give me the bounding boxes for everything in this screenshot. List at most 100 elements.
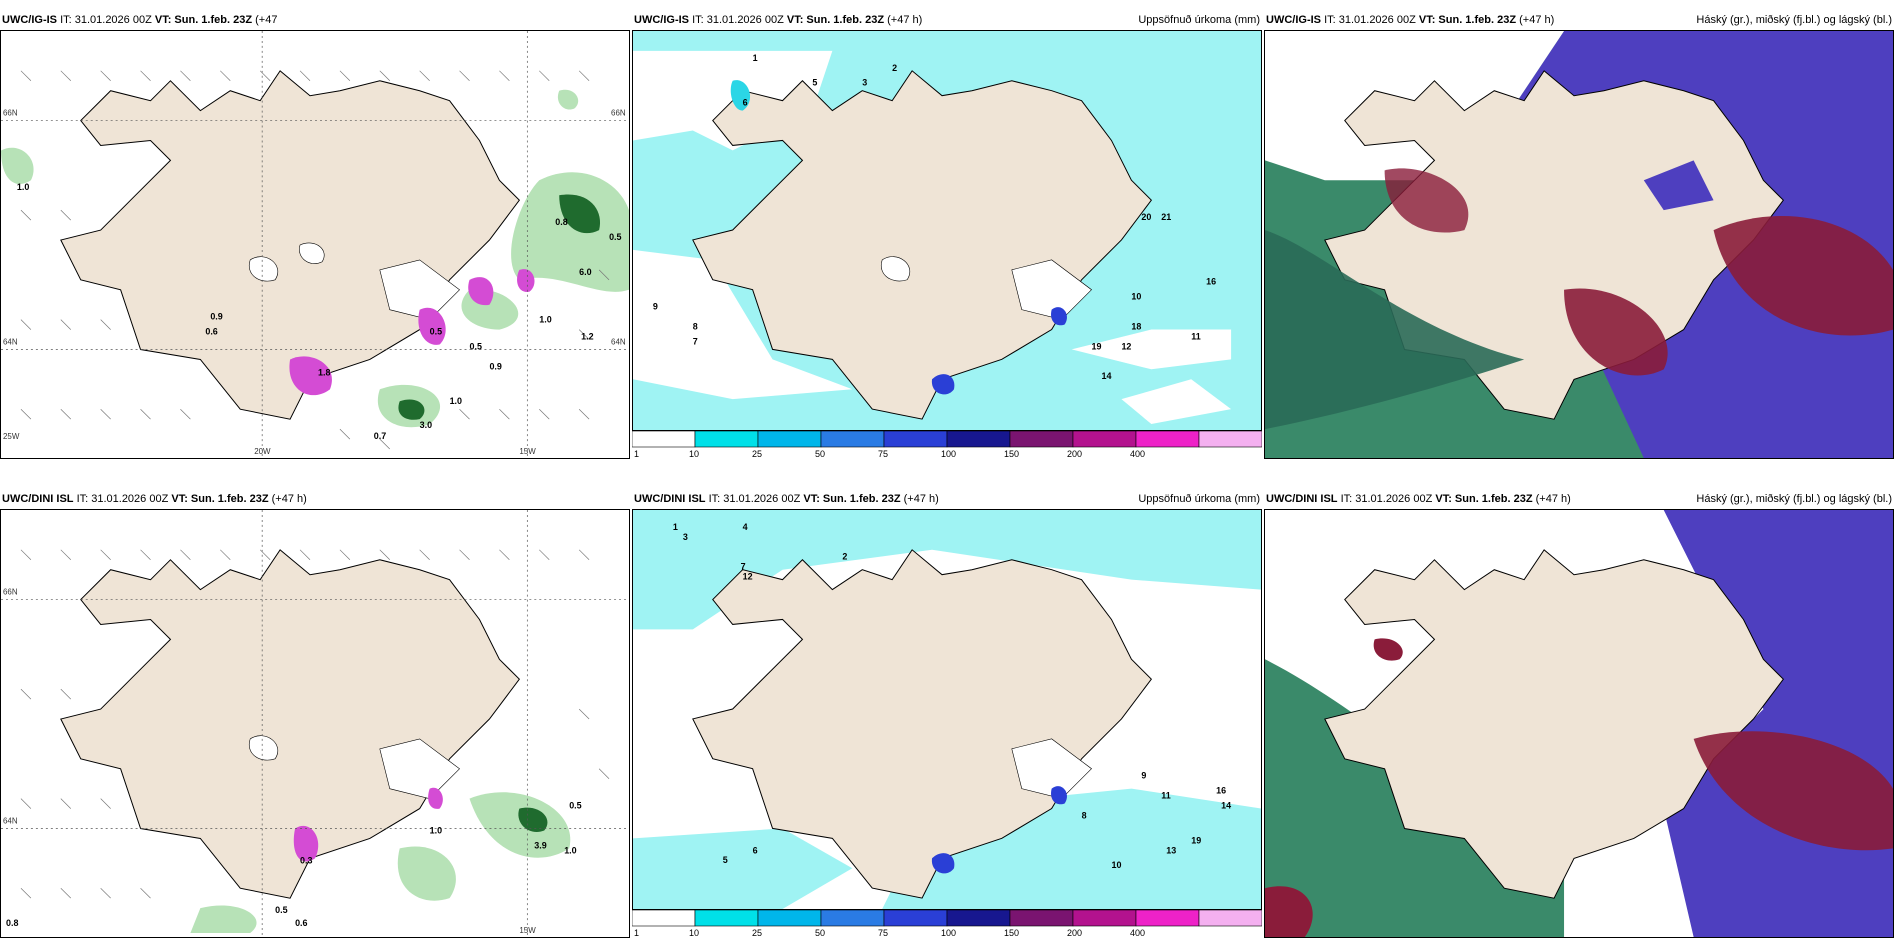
- precip-map-igis: 1 2 3 5 6 7 8 9 10 11 12 14 16 18 19 20 …: [632, 30, 1262, 431]
- colorbar-tick-label: 10: [689, 449, 699, 459]
- axis-lon20: 20W: [254, 447, 271, 456]
- cloud-panel-title-igis: UWC/IG-IS IT: 31.01.2026 00Z VT: Sun. 1.…: [1266, 14, 1555, 26]
- precip-label: 0.9: [210, 312, 222, 322]
- colorbar-tick-label: 200: [1067, 449, 1082, 459]
- precip-number: 19: [1092, 341, 1102, 351]
- precip-label: 0.5: [569, 801, 581, 811]
- precip-label: 0.7: [374, 431, 386, 441]
- axis-lat66: 66N: [3, 588, 18, 597]
- axis-lat64-right: 64N: [611, 338, 626, 347]
- precip-label: 0.6: [205, 327, 217, 337]
- precip-number: 11: [1161, 791, 1170, 801]
- precip-number: 11: [1191, 331, 1200, 341]
- precip-unit-label: Uppsöfnuð úrkoma (mm): [1138, 14, 1260, 26]
- precip-label: 0.8: [6, 918, 18, 928]
- precip-colorbar: 1 10 25 50 75 100 150 200 400: [632, 431, 1262, 459]
- precip-number: 5: [812, 78, 817, 88]
- precip-number: 3: [683, 532, 688, 542]
- precip-number: 9: [1141, 771, 1146, 781]
- iceland-land-precip-2: [692, 549, 1153, 899]
- precip-label: 0.8: [555, 217, 567, 227]
- wind-map-svg-igis: 66N 64N 66N 64N 20W 15W 25W 1.0 0.9 0.6 …: [1, 31, 629, 458]
- precip-number: 1: [673, 522, 678, 532]
- wind-panel-title-igis: UWC/IG-IS IT: 31.01.2026 00Z VT: Sun. 1.…: [2, 14, 278, 26]
- precip-number: 12: [1121, 341, 1131, 351]
- axis-lat66-right: 66N: [611, 109, 626, 118]
- colorbar-tick-label: 400: [1130, 449, 1145, 459]
- colorbar-tick-label: 50: [815, 449, 825, 459]
- colorbar-swatch: [694, 910, 759, 927]
- precip-number: 8: [693, 322, 698, 332]
- precip-label: 1.0: [450, 396, 462, 406]
- colorbar-tick-label: 150: [1004, 449, 1019, 459]
- precip-number: 16: [1216, 786, 1226, 796]
- precip-number: 5: [723, 855, 728, 865]
- colorbar-swatch: [757, 910, 822, 927]
- colorbar-swatch: [632, 431, 696, 448]
- colorbar-tick-label: 75: [878, 928, 888, 938]
- colorbar-swatch: [1009, 431, 1074, 448]
- cloud-panel-igis: UWC/IG-IS IT: 31.01.2026 00Z VT: Sun. 1.…: [1264, 12, 1894, 459]
- precip-panel-title-dini: UWC/DINI ISL IT: 31.01.2026 00Z VT: Sun.…: [634, 493, 939, 505]
- precip-number: 21: [1161, 212, 1171, 222]
- precip-number: 1: [753, 53, 758, 63]
- colorbar-swatch: [883, 910, 948, 927]
- precip-label: 0.5: [470, 342, 482, 352]
- colorbar-tick-label: 100: [941, 928, 956, 938]
- colorbar-swatch: [883, 431, 948, 448]
- colorbar-tick-label: 150: [1004, 928, 1019, 938]
- precip-label: 1.8: [318, 367, 330, 377]
- precip-number: 12: [743, 572, 753, 582]
- colorbar-swatch: [820, 910, 885, 927]
- precip-number: 7: [741, 562, 746, 572]
- precip-number: 4: [743, 522, 748, 532]
- colorbar-tick-label: 1: [634, 928, 639, 938]
- iceland-land-wind-1: [60, 70, 521, 420]
- colorbar-tick-label: 75: [878, 449, 888, 459]
- wind-map-dini: 66N 64N 15W 0.5 1.0 3.9 0.5 0.6 0.8 0.3 …: [0, 509, 630, 938]
- precip-panel-dini: UWC/DINI ISL IT: 31.01.2026 00Z VT: Sun.…: [632, 491, 1262, 938]
- axis-lat64: 64N: [3, 817, 18, 826]
- precip-number: 9: [653, 302, 658, 312]
- colorbar-swatch: [1009, 910, 1074, 927]
- precip-label: 1.0: [539, 315, 551, 325]
- precip-number: 14: [1102, 371, 1112, 381]
- precip-number: 18: [1131, 322, 1141, 332]
- cloud-panel-dini: UWC/DINI ISL IT: 31.01.2026 00Z VT: Sun.…: [1264, 491, 1894, 938]
- precip-label: 6.0: [579, 267, 591, 277]
- precip-number: 19: [1191, 835, 1201, 845]
- precip-label: 0.5: [275, 905, 287, 915]
- precip-number: 2: [892, 63, 897, 73]
- precip-label: 3.0: [420, 420, 432, 430]
- axis-lon25: 25W: [3, 432, 20, 441]
- wind-panel-igis: UWC/IG-IS IT: 31.01.2026 00Z VT: Sun. 1.…: [0, 12, 630, 459]
- colorbar-tick-label: 100: [941, 449, 956, 459]
- precip-number: 10: [1111, 860, 1121, 870]
- precip-panel-igis: UWC/IG-IS IT: 31.01.2026 00Z VT: Sun. 1.…: [632, 12, 1262, 459]
- cloud-map-dini: [1264, 509, 1894, 938]
- colorbar-swatch: [632, 910, 696, 927]
- colorbar-swatch: [946, 431, 1011, 448]
- precip-label: 3.9: [534, 840, 546, 850]
- precip-label: 0.5: [609, 232, 621, 242]
- precip-label: 1.2: [581, 332, 593, 342]
- colorbar-swatch: [946, 910, 1011, 927]
- precip-number: 16: [1206, 277, 1216, 287]
- precip-label: 1.0: [430, 825, 442, 835]
- precip-number: 7: [693, 336, 698, 346]
- precip-map-dini: 1 2 3 4 5 6 7 8 9 10 11 12 13 14 16 19: [632, 509, 1262, 910]
- wind-map-igis: 66N 64N 66N 64N 20W 15W 25W 1.0 0.9 0.6 …: [0, 30, 630, 459]
- colorbar-swatch: [1072, 910, 1137, 927]
- cloud-legend-label: Háský (gr.), miðský (fj.bl.) og lágský (…: [1696, 493, 1892, 505]
- precip-label: 0.5: [430, 327, 442, 337]
- precip-label: 0.9: [489, 361, 501, 371]
- colorbar-tick-label: 50: [815, 928, 825, 938]
- iceland-land-cloud-2: [1324, 549, 1785, 899]
- axis-lat64: 64N: [3, 338, 18, 347]
- cloud-map-igis: [1264, 30, 1894, 459]
- colorbar-swatch: [1072, 431, 1137, 448]
- precip-number: 3: [862, 78, 867, 88]
- wind-panel-dini: UWC/DINI ISL IT: 31.01.2026 00Z VT: Sun.…: [0, 491, 630, 938]
- precip-number: 14: [1221, 801, 1231, 811]
- colorbar-tick-label: 200: [1067, 928, 1082, 938]
